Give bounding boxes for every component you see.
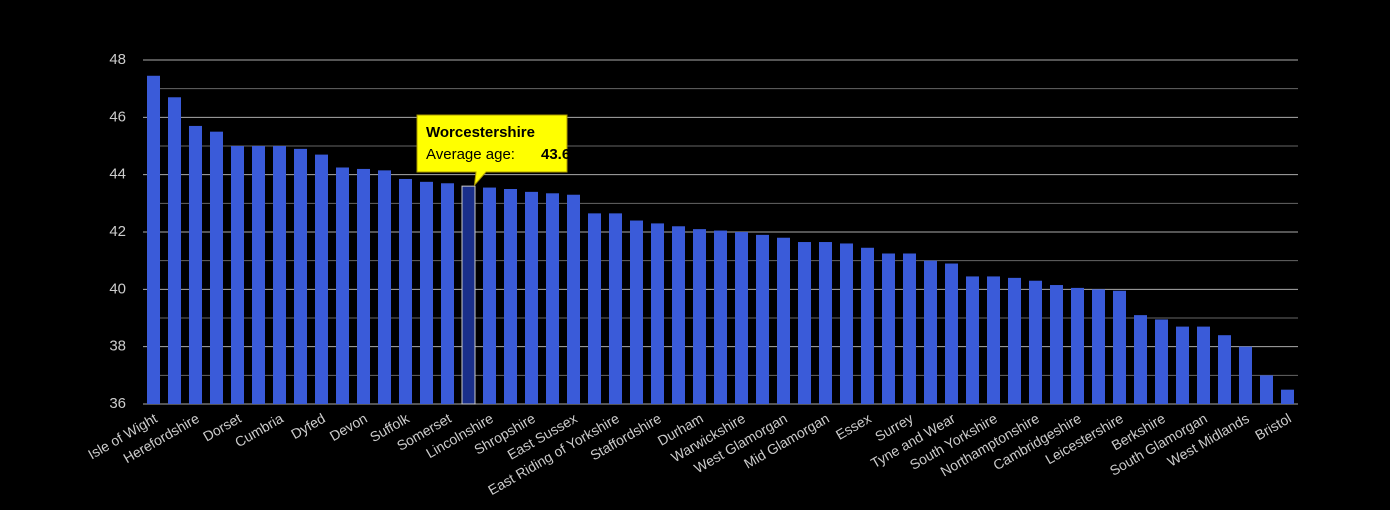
y-tick-label: 44: [109, 166, 126, 183]
bar: [1155, 319, 1168, 404]
y-tick-label: 38: [109, 338, 126, 355]
y-tick-label: 46: [109, 108, 126, 125]
bar: [861, 247, 874, 404]
bar: [777, 237, 790, 404]
bar: [1113, 290, 1126, 404]
bar: [693, 229, 706, 404]
y-tick-label: 48: [109, 51, 126, 68]
bar: [651, 223, 664, 404]
tooltip-value: 43.6: [541, 146, 570, 163]
bar: [966, 276, 979, 404]
y-tick-label: 42: [109, 223, 126, 240]
bar: [987, 276, 1000, 404]
bar: [189, 125, 202, 404]
bar: [798, 242, 811, 404]
bar: [1176, 326, 1189, 404]
y-tick-label: 40: [109, 280, 126, 297]
bar: [273, 146, 286, 404]
bar: [168, 97, 181, 405]
bar: [315, 154, 328, 404]
bar: [483, 187, 496, 404]
bar: [336, 167, 349, 404]
bar: [420, 181, 433, 404]
bar: [525, 191, 538, 404]
bar: [819, 242, 832, 404]
bar: [735, 232, 748, 404]
tooltip-box: [416, 114, 568, 187]
bar: [1029, 280, 1042, 404]
bar: [1071, 287, 1084, 404]
y-tick-label: 36: [109, 395, 126, 412]
bar: [252, 146, 265, 404]
bar: [461, 185, 476, 405]
bar: [546, 193, 559, 404]
x-tick-label: Dyfed: [288, 410, 328, 442]
bar: [357, 168, 370, 404]
bar: [630, 220, 643, 404]
x-tick-label: Cumbria: [232, 410, 286, 450]
bar: [504, 189, 517, 404]
bar: [1134, 315, 1147, 404]
bar: [756, 234, 769, 404]
bar: [903, 253, 916, 404]
tooltip-title: Worcestershire: [426, 124, 535, 141]
bar: [567, 194, 580, 404]
bar: [609, 213, 622, 404]
bar: [1281, 389, 1294, 404]
bar: [441, 183, 454, 404]
bar: [294, 148, 307, 404]
bar: [1008, 277, 1021, 404]
bar: [1260, 375, 1273, 404]
bar: [210, 131, 223, 404]
bar: [882, 253, 895, 404]
bar: [147, 75, 160, 405]
x-tick-label: Essex: [833, 410, 874, 443]
bar: [588, 213, 601, 404]
bar: [672, 226, 685, 404]
bar: [1218, 335, 1231, 404]
x-tick-label: Devon: [327, 410, 370, 444]
bar: [840, 243, 853, 404]
bar: [1197, 326, 1210, 404]
bar: [399, 178, 412, 404]
x-tick-label: Bristol: [1252, 410, 1294, 443]
bar: [714, 230, 727, 404]
tooltip-label: Average age:: [426, 146, 515, 163]
bar: [1092, 289, 1105, 404]
bar: [924, 260, 937, 404]
bar: [378, 170, 391, 404]
bar: [1050, 285, 1063, 404]
bar: [1239, 346, 1252, 404]
bar: [945, 263, 958, 404]
tooltip: Worcestershire Average age: 43.6: [416, 114, 570, 187]
bar: [231, 146, 244, 404]
